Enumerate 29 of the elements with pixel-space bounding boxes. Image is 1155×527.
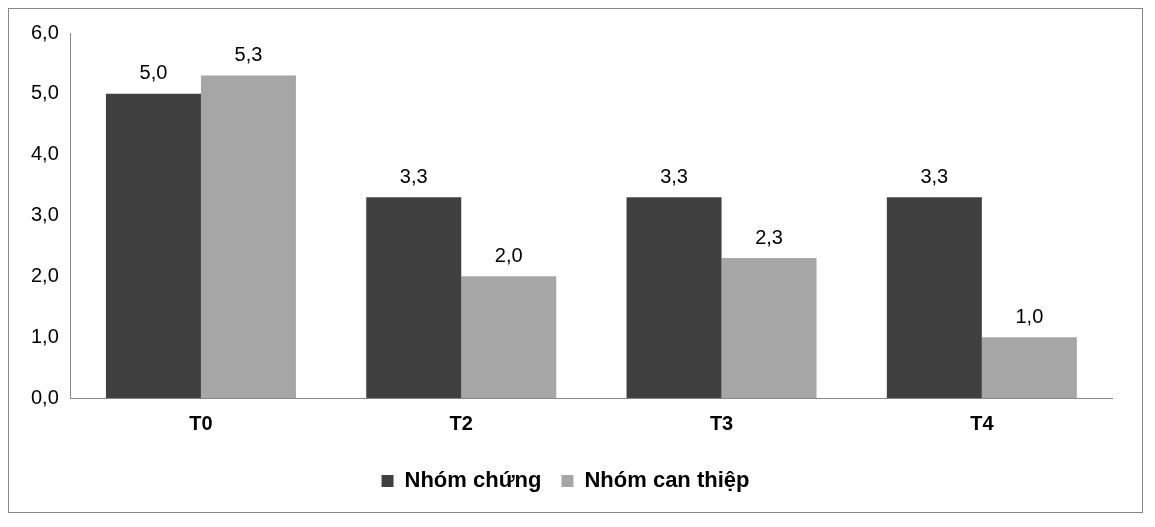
- bar: [105, 93, 201, 398]
- y-tick-label: 4,0: [30, 142, 59, 165]
- data-label: 3,3: [920, 164, 949, 187]
- bar: [886, 197, 982, 398]
- y-tick-label: 0,0: [30, 385, 59, 408]
- bar: [721, 258, 817, 398]
- data-label: 5,3: [234, 43, 263, 66]
- y-tick-label: 3,0: [30, 203, 59, 226]
- legend-label: Nhóm chứng: [404, 467, 542, 493]
- legend-label: Nhóm can thiệp: [584, 467, 750, 493]
- data-label: 2,0: [494, 243, 523, 266]
- x-tick-label: T0: [189, 411, 213, 434]
- y-tick-label: 1,0: [30, 324, 59, 347]
- data-label: 2,3: [755, 225, 783, 248]
- bar: [461, 276, 557, 398]
- bar: [366, 197, 462, 398]
- bar: [200, 75, 296, 398]
- data-label: 5,0: [139, 61, 168, 84]
- bar: [981, 337, 1077, 398]
- x-tick-label: T4: [970, 411, 995, 434]
- data-label: 3,3: [399, 164, 428, 187]
- x-tick-label: T2: [449, 411, 473, 434]
- bar: [626, 197, 722, 398]
- y-tick-label: 2,0: [30, 263, 59, 286]
- y-tick-label: 6,0: [30, 20, 59, 43]
- y-tick-label: 5,0: [30, 81, 59, 104]
- data-label: 3,3: [660, 164, 688, 187]
- x-tick-label: T3: [709, 411, 734, 434]
- data-label: 1,0: [1015, 304, 1044, 327]
